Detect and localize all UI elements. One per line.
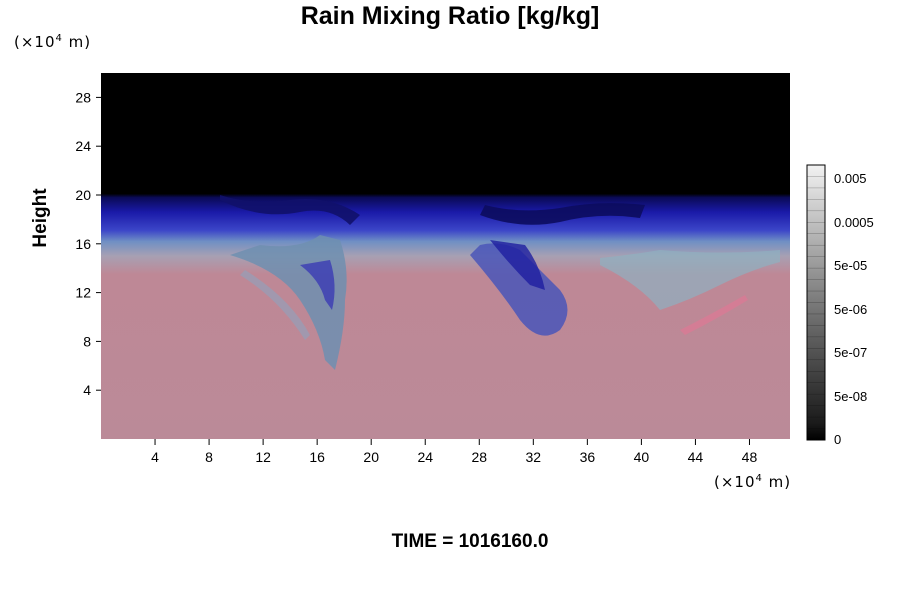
time-label: TIME = 1016160.0: [391, 531, 549, 552]
x-tick-label: 24: [417, 449, 433, 465]
x-tick-label: 48: [742, 449, 758, 465]
colorbar-label: 5e-05: [834, 258, 867, 273]
x-unit-suffix: m): [762, 473, 792, 491]
colorbar: 0.005 0.0005 5e-05 5e-06 5e-07 5e-08 0: [806, 164, 874, 447]
streak-left: [240, 270, 310, 340]
x-tick-label: 16: [309, 449, 325, 465]
colorbar-label: 0.0005: [834, 215, 874, 230]
cloud-top-center: [480, 203, 645, 225]
y-axis-ticks: 4 8 12 16 20 24 28: [75, 89, 101, 398]
x-tick-label: 32: [526, 449, 542, 465]
field-layer: [101, 73, 790, 439]
colorbar-labels: 0.005 0.0005 5e-05 5e-06 5e-07 5e-08 0: [834, 171, 874, 447]
y-tick-label: 8: [83, 333, 91, 349]
x-tick-label: 40: [634, 449, 650, 465]
x-unit-exponent: 4: [755, 473, 763, 484]
x-tick-label: 12: [255, 449, 271, 465]
colorbar-label: 5e-06: [834, 302, 867, 317]
y-tick-label: 28: [75, 89, 91, 105]
plume-left-core: [300, 260, 335, 310]
colorbar-label: 0: [834, 432, 841, 447]
plume-right: [600, 250, 780, 310]
y-unit-exponent: 4: [55, 33, 63, 44]
x-tick-label: 44: [688, 449, 704, 465]
y-tick-label: 4: [83, 382, 91, 398]
x-tick-label: 8: [205, 449, 213, 465]
x-axis-unit: (×104 m): [714, 473, 791, 491]
x-tick-label: 28: [471, 449, 487, 465]
colorbar-label: 5e-07: [834, 345, 867, 360]
cloud-top-left: [220, 195, 360, 225]
colorbar-label: 0.005: [834, 171, 867, 186]
y-unit-prefix: (×10: [14, 33, 56, 51]
x-tick-label: 4: [151, 449, 159, 465]
colorbar-scale: [806, 164, 826, 441]
x-unit-prefix: (×10: [714, 473, 756, 491]
plume-center: [470, 243, 568, 336]
y-unit-suffix: m): [62, 33, 92, 51]
y-tick-label: 12: [75, 285, 91, 301]
x-tick-label: 20: [363, 449, 379, 465]
colorbar-dividers: [807, 176, 825, 429]
x-tick-label: 36: [580, 449, 596, 465]
y-tick-label: 24: [75, 138, 91, 154]
chart-title: Rain Mixing Ratio [kg/kg]: [300, 2, 600, 30]
x-axis-ticks: 4 8 12 16 20 24 28 32 36 40 44 48: [151, 439, 757, 465]
y-axis-unit: (×104 m): [14, 33, 91, 51]
plume-center-dark: [490, 240, 545, 290]
y-tick-label: 16: [75, 236, 91, 252]
y-tick-label: 20: [75, 187, 91, 203]
colorbar-label: 5e-08: [834, 389, 867, 404]
streak-right: [680, 295, 748, 335]
